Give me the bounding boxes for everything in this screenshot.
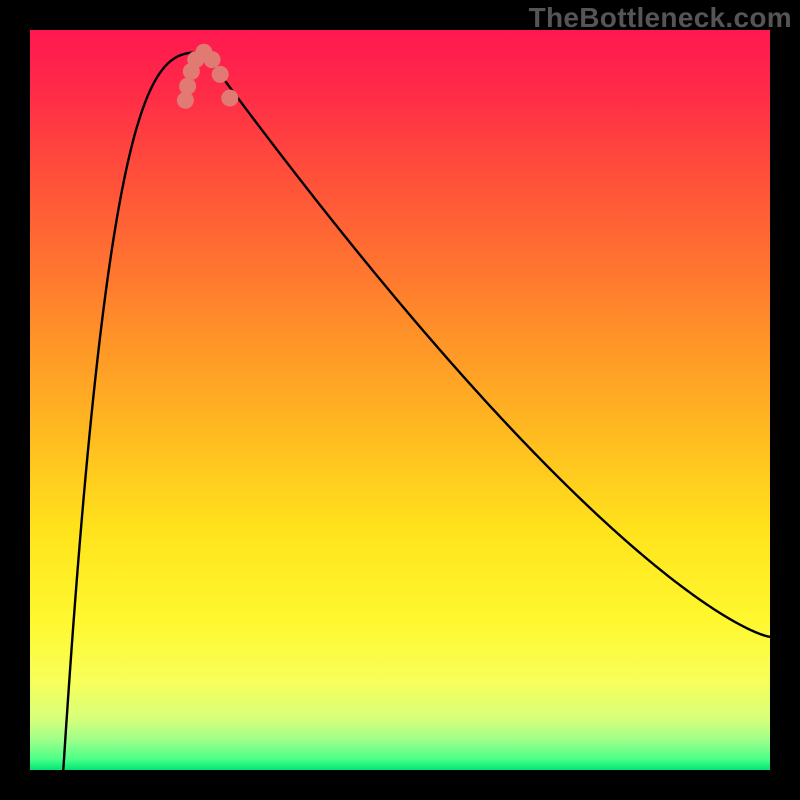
marker-dot: [221, 90, 238, 107]
chart-svg: [30, 30, 770, 770]
gradient-background: [30, 30, 770, 770]
marker-dot: [204, 51, 221, 68]
chart-frame: TheBottleneck.com: [0, 0, 800, 800]
watermark-text: TheBottleneck.com: [529, 2, 792, 34]
marker-dot: [179, 78, 196, 95]
marker-dot: [212, 66, 229, 83]
plot-area: [30, 30, 770, 770]
